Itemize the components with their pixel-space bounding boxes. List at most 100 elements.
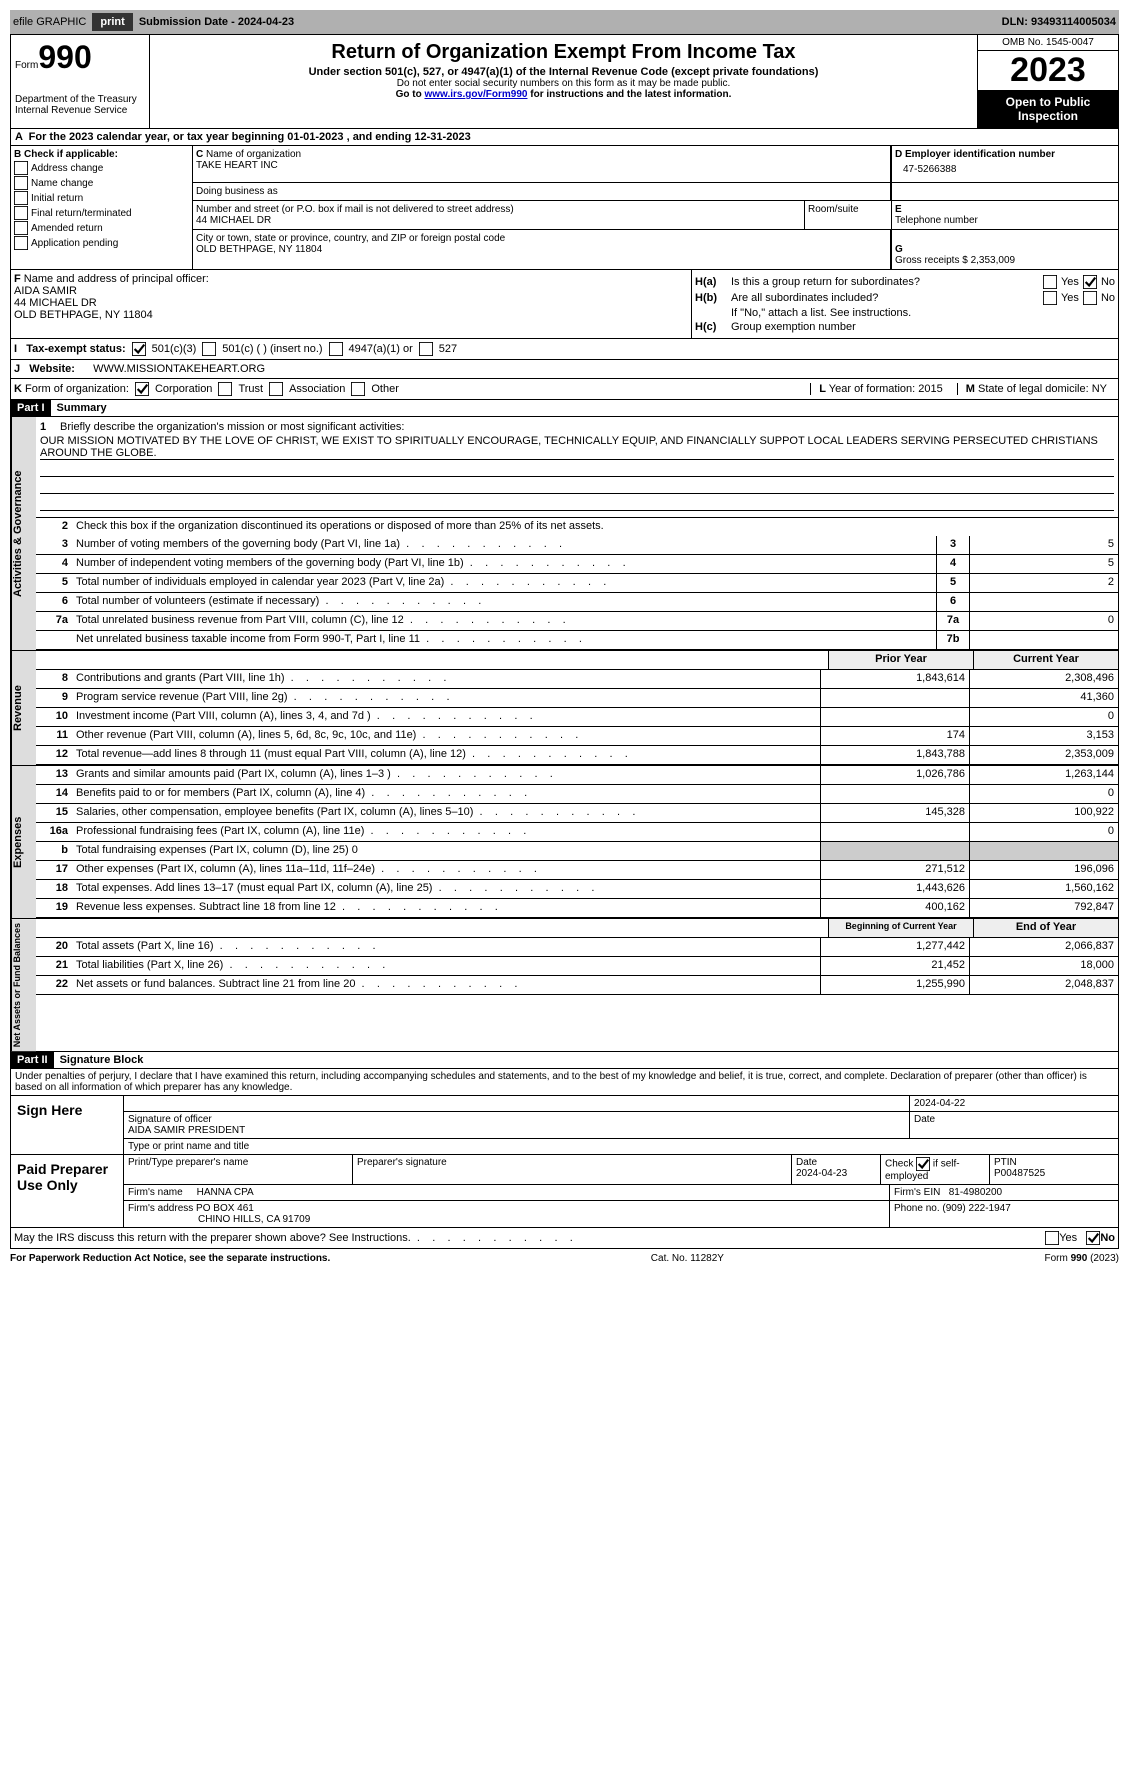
line-2: Check this box if the organization disco… <box>72 518 1118 536</box>
current-value: 0 <box>969 708 1118 726</box>
prior-value: 1,026,786 <box>820 766 969 784</box>
ein-cell: D Employer identification number47-52663… <box>891 146 1118 182</box>
prior-value: 271,512 <box>820 861 969 879</box>
unchecked-icon[interactable] <box>351 382 365 396</box>
gov-value <box>969 593 1118 611</box>
section-b-checkboxes: B Check if applicable: Address change Na… <box>11 146 193 269</box>
exp-line: Revenue less expenses. Subtract line 18 … <box>72 899 820 917</box>
unchecked-icon[interactable] <box>218 382 232 396</box>
exp-line: Total expenses. Add lines 13–17 (must eq… <box>72 880 820 898</box>
prior-value <box>820 708 969 726</box>
preparer-name: Print/Type preparer's name <box>124 1155 353 1184</box>
tax-exempt-row: I Tax-exempt status: 501(c)(3) 501(c) ( … <box>11 339 1118 360</box>
section-h: H(a)Is this a group return for subordina… <box>692 270 1118 338</box>
prior-value: 1,255,990 <box>820 976 969 994</box>
prior-value: 174 <box>820 727 969 745</box>
room-suite: Room/suite <box>805 201 892 229</box>
checked-icon[interactable] <box>916 1157 930 1171</box>
unchecked-icon[interactable] <box>1043 291 1057 305</box>
current-value: 196,096 <box>969 861 1118 879</box>
gov-line: Total number of volunteers (estimate if … <box>72 593 936 611</box>
org-name-cell: C Name of organizationTAKE HEART INC <box>193 146 891 182</box>
current-value: 3,153 <box>969 727 1118 745</box>
gov-line: Total unrelated business revenue from Pa… <box>72 612 936 630</box>
prior-value: 1,843,788 <box>820 746 969 764</box>
exp-line: Professional fundraising fees (Part IX, … <box>72 823 820 841</box>
officer-sig: Signature of officerAIDA SAMIR PRESIDENT <box>124 1112 910 1138</box>
unchecked-icon[interactable] <box>419 342 433 356</box>
efile-label: efile GRAPHIC <box>13 16 86 28</box>
unchecked-icon[interactable] <box>14 236 28 250</box>
unchecked-icon[interactable] <box>329 342 343 356</box>
rev-line: Investment income (Part VIII, column (A)… <box>72 708 820 726</box>
current-value: 1,560,162 <box>969 880 1118 898</box>
prior-value <box>820 823 969 841</box>
prior-value: 1,843,614 <box>820 670 969 688</box>
unchecked-icon[interactable] <box>14 176 28 190</box>
current-value: 100,922 <box>969 804 1118 822</box>
checked-icon[interactable] <box>132 342 146 356</box>
preparer-sig: Preparer's signature <box>353 1155 792 1184</box>
city-cell: City or town, state or province, country… <box>193 230 891 269</box>
current-value: 0 <box>969 823 1118 841</box>
unchecked-icon[interactable] <box>1043 275 1057 289</box>
unchecked-icon[interactable] <box>202 342 216 356</box>
prior-value: 21,452 <box>820 957 969 975</box>
current-value: 18,000 <box>969 957 1118 975</box>
print-button[interactable]: print <box>92 13 132 31</box>
current-year-header: Current Year <box>973 651 1118 669</box>
governance-label: Activities & Governance <box>11 417 36 650</box>
subtitle-2: Do not enter social security numbers on … <box>154 78 973 89</box>
form-title: Return of Organization Exempt From Incom… <box>154 41 973 64</box>
unchecked-icon[interactable] <box>14 206 28 220</box>
dept-treasury: Department of the TreasuryInternal Reven… <box>15 94 145 116</box>
exp-line: Other expenses (Part IX, column (A), lin… <box>72 861 820 879</box>
current-value: 1,263,144 <box>969 766 1118 784</box>
expenses-label: Expenses <box>11 766 36 918</box>
part1-header: Part I <box>11 400 51 416</box>
gov-value: 5 <box>969 536 1118 554</box>
prior-value: 1,443,626 <box>820 880 969 898</box>
unchecked-icon[interactable] <box>269 382 283 396</box>
checked-icon[interactable] <box>1083 275 1097 289</box>
open-public: Open to Public Inspection <box>978 90 1118 128</box>
line-1: Briefly describe the organization's miss… <box>60 421 404 433</box>
irs-link[interactable]: www.irs.gov/Form990 <box>424 89 527 100</box>
page-footer: For Paperwork Reduction Act Notice, see … <box>10 1249 1119 1268</box>
top-toolbar: efile GRAPHIC print Submission Date - 20… <box>10 10 1119 34</box>
revenue-label: Revenue <box>11 651 36 765</box>
current-value: 2,353,009 <box>969 746 1118 764</box>
firm-name: Firm's name HANNA CPA <box>124 1185 890 1200</box>
subtitle-1: Under section 501(c), 527, or 4947(a)(1)… <box>154 66 973 78</box>
street-cell: Number and street (or P.O. box if mail i… <box>193 201 805 229</box>
gov-value: 2 <box>969 574 1118 592</box>
rev-line: Program service revenue (Part VIII, line… <box>72 689 820 707</box>
unchecked-icon[interactable] <box>14 161 28 175</box>
form-container: Form990 Department of the TreasuryIntern… <box>10 34 1119 1249</box>
current-value: 41,360 <box>969 689 1118 707</box>
website-row: J Website: WWW.MISSIONTAKEHEART.ORG <box>11 360 1118 379</box>
net-line: Net assets or fund balances. Subtract li… <box>72 976 820 994</box>
firm-ein: Firm's EIN 81-4980200 <box>890 1185 1118 1200</box>
checked-icon[interactable] <box>135 382 149 396</box>
state-domicile: M State of legal domicile: NY <box>957 383 1115 395</box>
part2-header: Part II <box>11 1052 54 1068</box>
unchecked-icon[interactable] <box>1045 1231 1059 1245</box>
line-a-period: A For the 2023 calendar year, or tax yea… <box>11 129 1118 146</box>
form-of-org: K Form of organization: <box>14 383 129 395</box>
gov-line: Number of independent voting members of … <box>72 555 936 573</box>
gov-line: Net unrelated business taxable income fr… <box>72 631 936 649</box>
exp-line: Grants and similar amounts paid (Part IX… <box>72 766 820 784</box>
ptin: PTINP00487525 <box>990 1155 1118 1184</box>
firm-phone: Phone no. (909) 222-1947 <box>890 1201 1118 1227</box>
gross-receipts: G Gross receipts $ 2,353,009 <box>891 230 1118 269</box>
omb-number: OMB No. 1545-0047 <box>978 35 1118 51</box>
year-formation: L Year of formation: 2015 <box>810 383 951 395</box>
checked-icon[interactable] <box>1086 1231 1100 1245</box>
unchecked-icon[interactable] <box>14 221 28 235</box>
unchecked-icon[interactable] <box>14 191 28 205</box>
subtitle-3: Go to www.irs.gov/Form990 for instructio… <box>154 89 973 100</box>
unchecked-icon[interactable] <box>1083 291 1097 305</box>
officer-cell: F Name and address of principal officer:… <box>11 270 692 338</box>
prior-value: 1,277,442 <box>820 938 969 956</box>
